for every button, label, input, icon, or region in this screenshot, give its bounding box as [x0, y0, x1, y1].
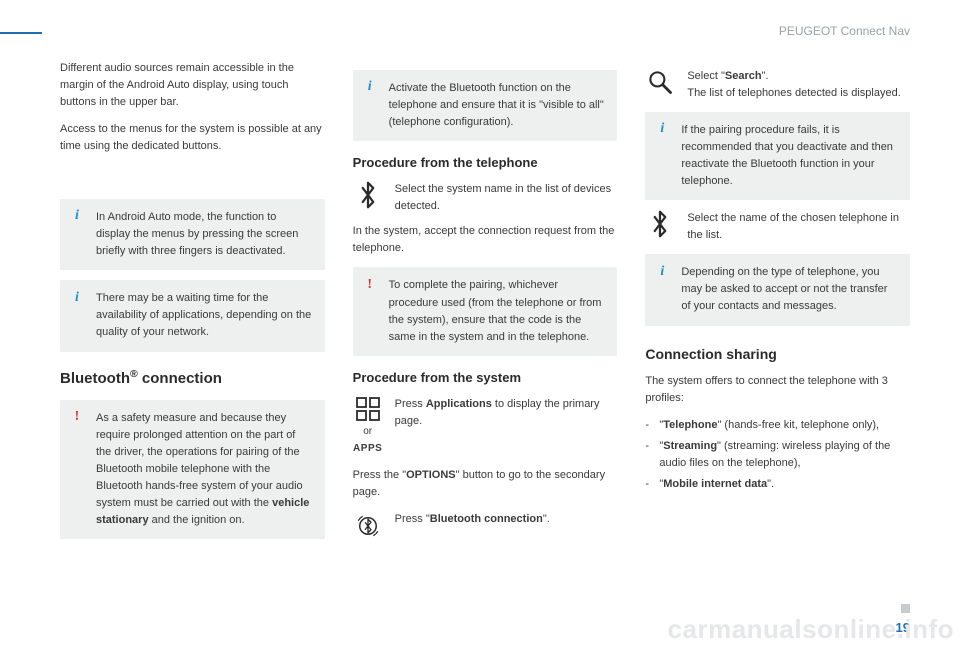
row-text: Press Applications to display the primar…	[395, 396, 618, 430]
list-item: "Telephone" (hands-free kit, telephone o…	[645, 417, 910, 434]
text-part: The list of telephones detected is displ…	[687, 87, 900, 99]
column-1: Different audio sources remain accessibl…	[60, 60, 325, 549]
search-icon	[645, 68, 675, 96]
row-select-telephone: Select the name of the chosen telephone …	[645, 210, 910, 244]
note-waiting-time: i There may be a waiting time for the av…	[60, 280, 325, 351]
text-bold: Mobile internet data	[663, 478, 767, 490]
column-3: Select "Search". The list of telephones …	[645, 60, 910, 549]
text-part: Press	[395, 398, 426, 410]
note-android-auto: i In Android Auto mode, the function to …	[60, 199, 325, 270]
heading-sup: ®	[130, 368, 138, 380]
heading-bluetooth-connection: Bluetooth® connection	[60, 366, 325, 390]
text-part: ".	[543, 513, 550, 525]
col1-para1: Different audio sources remain accessibl…	[60, 60, 325, 111]
watermark: carmanualsonline.info	[668, 614, 954, 645]
row-text: Select "Search". The list of telephones …	[687, 68, 910, 102]
note-safety: ! As a safety measure and because they r…	[60, 400, 325, 539]
text-bold: Applications	[426, 398, 492, 410]
note-text: If the pairing procedure fails, it is re…	[681, 124, 893, 187]
text-part: ".	[762, 70, 769, 82]
heading-procedure-system: Procedure from the system	[353, 368, 618, 388]
heading-procedure-telephone: Procedure from the telephone	[353, 153, 618, 173]
info-icon: i	[68, 288, 86, 306]
row-bluetooth-connection: Press "Bluetooth connection".	[353, 511, 618, 541]
note-transfer-contacts: i Depending on the type of telephone, yo…	[645, 254, 910, 325]
apps-icon	[355, 396, 381, 422]
para-profiles-intro: The system offers to connect the telepho…	[645, 373, 910, 407]
row-text: Select the name of the chosen telephone …	[687, 210, 910, 244]
text-bold: Telephone	[663, 419, 717, 431]
note-text: To complete the pairing, whichever proce…	[389, 279, 602, 342]
note-activate-bluetooth: i Activate the Bluetooth function on the…	[353, 70, 618, 141]
bluetooth-icon	[645, 210, 675, 238]
note-text: There may be a waiting time for the avai…	[96, 292, 311, 338]
or-label: or	[363, 424, 372, 440]
note-complete-pairing: ! To complete the pairing, whichever pro…	[353, 267, 618, 355]
heading-connection-sharing: Connection sharing	[645, 344, 910, 366]
info-icon: i	[361, 78, 379, 96]
bluetooth-connection-icon	[353, 511, 383, 541]
info-icon: i	[653, 120, 671, 138]
info-icon: i	[68, 207, 86, 225]
heading-text: Bluetooth	[60, 370, 130, 387]
profiles-list: "Telephone" (hands-free kit, telephone o…	[645, 417, 910, 493]
corner-square	[901, 604, 910, 613]
list-item: "Mobile internet data".	[645, 476, 910, 493]
warning-icon: !	[68, 408, 86, 426]
text-part: Press the "	[353, 469, 406, 481]
text-part: " (hands-free kit, telephone only),	[717, 419, 879, 431]
para-options: Press the "OPTIONS" button to go to the …	[353, 467, 618, 501]
text-bold: OPTIONS	[406, 469, 456, 481]
row-select-system: Select the system name in the list of de…	[353, 181, 618, 215]
text-bold: Streaming	[663, 440, 717, 452]
note-text: Activate the Bluetooth function on the t…	[389, 82, 604, 128]
row-search: Select "Search". The list of telephones …	[645, 68, 910, 102]
note-pairing-fail: i If the pairing procedure fails, it is …	[645, 112, 910, 200]
text-part: ".	[767, 478, 774, 490]
apps-icon-block: or APPS	[353, 396, 383, 457]
note-text-part: and the ignition on.	[149, 514, 245, 526]
columns: Different audio sources remain accessibl…	[60, 60, 910, 549]
column-2: i Activate the Bluetooth function on the…	[353, 60, 618, 549]
row-text: Press "Bluetooth connection".	[395, 511, 618, 528]
note-text-part: As a safety measure and because they req…	[96, 412, 303, 509]
row-text: Select the system name in the list of de…	[395, 181, 618, 215]
note-text: As a safety measure and because they req…	[96, 412, 309, 526]
note-text: Depending on the type of telephone, you …	[681, 266, 887, 312]
apps-label: APPS	[353, 441, 382, 457]
info-icon: i	[653, 262, 671, 280]
header-title: PEUGEOT Connect Nav	[779, 24, 910, 38]
list-item: "Streaming" (streaming: wireless playing…	[645, 438, 910, 472]
text-part: Press "	[395, 513, 430, 525]
page: PEUGEOT Connect Nav Different audio sour…	[0, 0, 960, 649]
top-rule	[0, 32, 42, 34]
text-part: Select "	[687, 70, 725, 82]
heading-text: connection	[138, 370, 222, 387]
para-accept-request: In the system, accept the connection req…	[353, 223, 618, 257]
text-bold: Bluetooth connection	[430, 513, 543, 525]
text-bold: Search	[725, 70, 762, 82]
col1-para2: Access to the menus for the system is po…	[60, 121, 325, 155]
page-number: 19	[896, 620, 910, 635]
warning-icon: !	[361, 275, 379, 293]
note-text: In Android Auto mode, the function to di…	[96, 211, 298, 257]
row-press-applications: or APPS Press Applications to display th…	[353, 396, 618, 457]
bluetooth-icon	[353, 181, 383, 209]
